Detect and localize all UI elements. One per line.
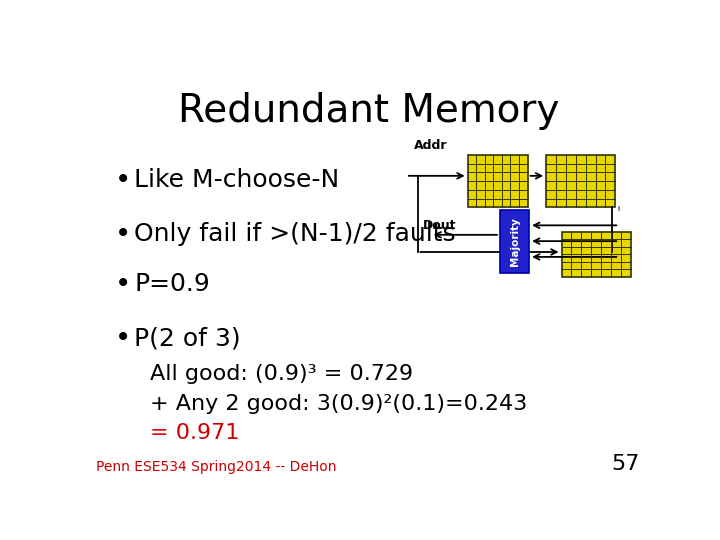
- Text: •: •: [115, 324, 131, 352]
- Text: •: •: [115, 270, 131, 298]
- Text: 57: 57: [612, 455, 640, 475]
- Text: Majority: Majority: [510, 217, 520, 266]
- Bar: [546, 155, 616, 207]
- Text: All good: (0.9)³ = 0.729: All good: (0.9)³ = 0.729: [150, 364, 413, 384]
- Text: P(2 of 3): P(2 of 3): [134, 326, 240, 350]
- Bar: [562, 232, 631, 276]
- Text: Redundant Memory: Redundant Memory: [179, 92, 559, 130]
- Text: Addr: Addr: [414, 139, 447, 152]
- Text: Penn ESE534 Spring2014 -- DeHon: Penn ESE534 Spring2014 -- DeHon: [96, 461, 336, 475]
- Text: P=0.9: P=0.9: [134, 272, 210, 296]
- Text: + Any 2 good: 3(0.9)²(0.1)=0.243: + Any 2 good: 3(0.9)²(0.1)=0.243: [150, 394, 527, 414]
- Text: Like M-choose-N: Like M-choose-N: [134, 168, 339, 192]
- Text: •: •: [115, 166, 131, 194]
- Text: Only fail if >(N-1)/2 faults: Only fail if >(N-1)/2 faults: [134, 222, 456, 246]
- Text: = 0.971: = 0.971: [150, 423, 239, 443]
- Text: •: •: [115, 220, 131, 248]
- Bar: [467, 155, 528, 207]
- Bar: [500, 210, 529, 273]
- Text: Dout: Dout: [423, 219, 456, 232]
